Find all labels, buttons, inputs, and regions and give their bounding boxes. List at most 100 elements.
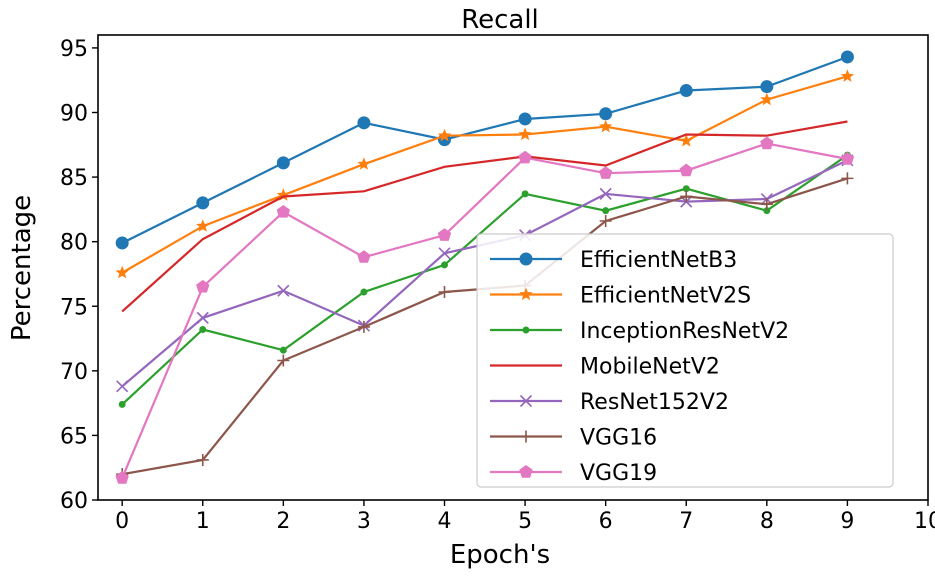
data-point-vgg19 (518, 150, 532, 164)
legend-marker (519, 252, 533, 266)
data-point-inceptionresnetv2 (118, 400, 126, 408)
x-tick-label: 5 (518, 509, 532, 534)
legend-label: VGG16 (580, 426, 657, 451)
x-axis-label: Epoch's (450, 540, 550, 570)
data-point-resnet152v2 (277, 284, 290, 297)
series-line-vgg19 (121, 142, 848, 479)
data-point-vgg16 (841, 172, 854, 185)
data-point-efficientnetb3 (840, 50, 854, 64)
data-point-efficientnetv2s (760, 92, 774, 106)
data-point-vgg16 (438, 286, 451, 299)
data-point-inceptionresnetv2 (602, 207, 610, 215)
data-point-vgg19 (679, 163, 693, 177)
data-point-vgg19 (840, 152, 855, 165)
y-axis-label: Percentage (7, 195, 37, 341)
data-point-efficientnetv2s (679, 133, 693, 147)
data-point-vgg19 (599, 166, 613, 179)
data-point-vgg16 (599, 215, 612, 227)
y-tick-label: 65 (60, 424, 88, 449)
data-point-resnet152v2 (599, 187, 612, 200)
legend-label: EfficientNetV2S (580, 284, 751, 309)
legend-label: InceptionResNetV2 (580, 319, 789, 344)
data-point-efficientnetv2s (115, 265, 129, 279)
x-tick-label: 10 (914, 509, 935, 534)
x-tick-label: 9 (840, 509, 854, 534)
x-tick-label: 4 (438, 509, 452, 534)
data-point-efficientnetb3 (518, 112, 532, 126)
y-tick-label: 85 (60, 166, 88, 191)
series-efficientnetb3 (115, 50, 854, 250)
data-point-efficientnetb3 (357, 116, 371, 130)
data-point-inceptionresnetv2 (763, 207, 771, 215)
x-tick-label: 7 (679, 509, 693, 534)
data-point-inceptionresnetv2 (199, 326, 207, 333)
legend-label: EfficientNetB3 (580, 248, 737, 273)
y-tick-label: 70 (60, 360, 88, 385)
legend-item-vgg16: VGG16 (490, 426, 657, 451)
plot-frame (97, 34, 929, 501)
data-point-vgg16 (357, 320, 370, 333)
data-point-efficientnetv2s (518, 127, 532, 141)
data-point-vgg19 (760, 136, 774, 150)
data-point-efficientnetv2s (840, 69, 855, 82)
legend-label: VGG19 (580, 461, 657, 486)
x-tick-label: 3 (357, 509, 371, 534)
data-point-resnet152v2 (116, 380, 129, 393)
legend-marker (519, 465, 533, 478)
data-point-vgg16 (680, 190, 693, 203)
data-point-vgg16 (277, 354, 290, 367)
x-tick-label: 0 (115, 509, 129, 534)
series-mobilenetv2 (121, 120, 848, 313)
data-point-efficientnetv2s (196, 219, 210, 232)
series-efficientnetv2s (115, 69, 855, 279)
x-tick-label: 2 (276, 509, 290, 534)
data-point-resnet152v2 (196, 311, 209, 324)
legend-item-mobilenetv2: MobileNetV2 (490, 355, 720, 380)
legend-marker (519, 394, 533, 408)
data-point-efficientnetb3 (679, 84, 693, 98)
series-lines (115, 50, 855, 484)
data-point-vgg19 (357, 250, 371, 263)
data-point-inceptionresnetv2 (521, 190, 529, 198)
data-point-vgg16 (760, 198, 773, 211)
y-tick-label: 60 (60, 489, 88, 514)
data-point-efficientnetb3 (276, 156, 290, 170)
legend-label: ResNet152V2 (580, 390, 729, 415)
x-tick-label: 6 (599, 509, 613, 534)
y-tick-label: 90 (60, 102, 88, 127)
data-point-vgg19 (115, 471, 129, 484)
y-tick-label: 75 (60, 295, 88, 320)
data-point-inceptionresnetv2 (279, 346, 287, 354)
data-point-efficientnetb3 (115, 236, 129, 250)
legend-marker (519, 287, 533, 301)
legend-item-vgg19: VGG19 (490, 461, 657, 486)
data-point-efficientnetv2s (599, 119, 613, 133)
legend-item-efficientnetv2s: EfficientNetV2S (490, 284, 751, 309)
data-point-efficientnetv2s (357, 157, 371, 170)
data-point-vgg19 (196, 279, 210, 293)
legend-item-efficientnetb3: EfficientNetB3 (490, 248, 737, 273)
legend-marker (522, 326, 530, 334)
x-tick-label: 1 (196, 509, 210, 534)
y-tick-label: 95 (60, 37, 88, 62)
series-line-mobilenetv2 (121, 120, 848, 313)
data-point-vgg16 (196, 453, 209, 466)
x-tick-label: 8 (760, 509, 774, 534)
data-point-vgg19 (276, 205, 290, 218)
data-point-efficientnetv2s (437, 128, 452, 142)
data-point-efficientnetb3 (599, 107, 613, 121)
data-point-inceptionresnetv2 (682, 185, 690, 193)
legend-marker (520, 430, 532, 443)
legend: EfficientNetB3 EfficientNetV2S InceptionRe… (476, 233, 894, 488)
legend-item-inceptionresnetv2: InceptionResNetV2 (490, 319, 789, 344)
data-point-inceptionresnetv2 (441, 261, 449, 269)
legend-box (476, 233, 894, 488)
series-vgg19 (115, 136, 855, 484)
data-point-inceptionresnetv2 (360, 288, 368, 296)
series-line-efficientnetb3 (121, 55, 848, 244)
data-point-resnet152v2 (438, 247, 451, 260)
legend-label: MobileNetV2 (580, 355, 720, 380)
chart-title: Recall (461, 5, 539, 35)
data-point-vgg19 (437, 228, 452, 241)
